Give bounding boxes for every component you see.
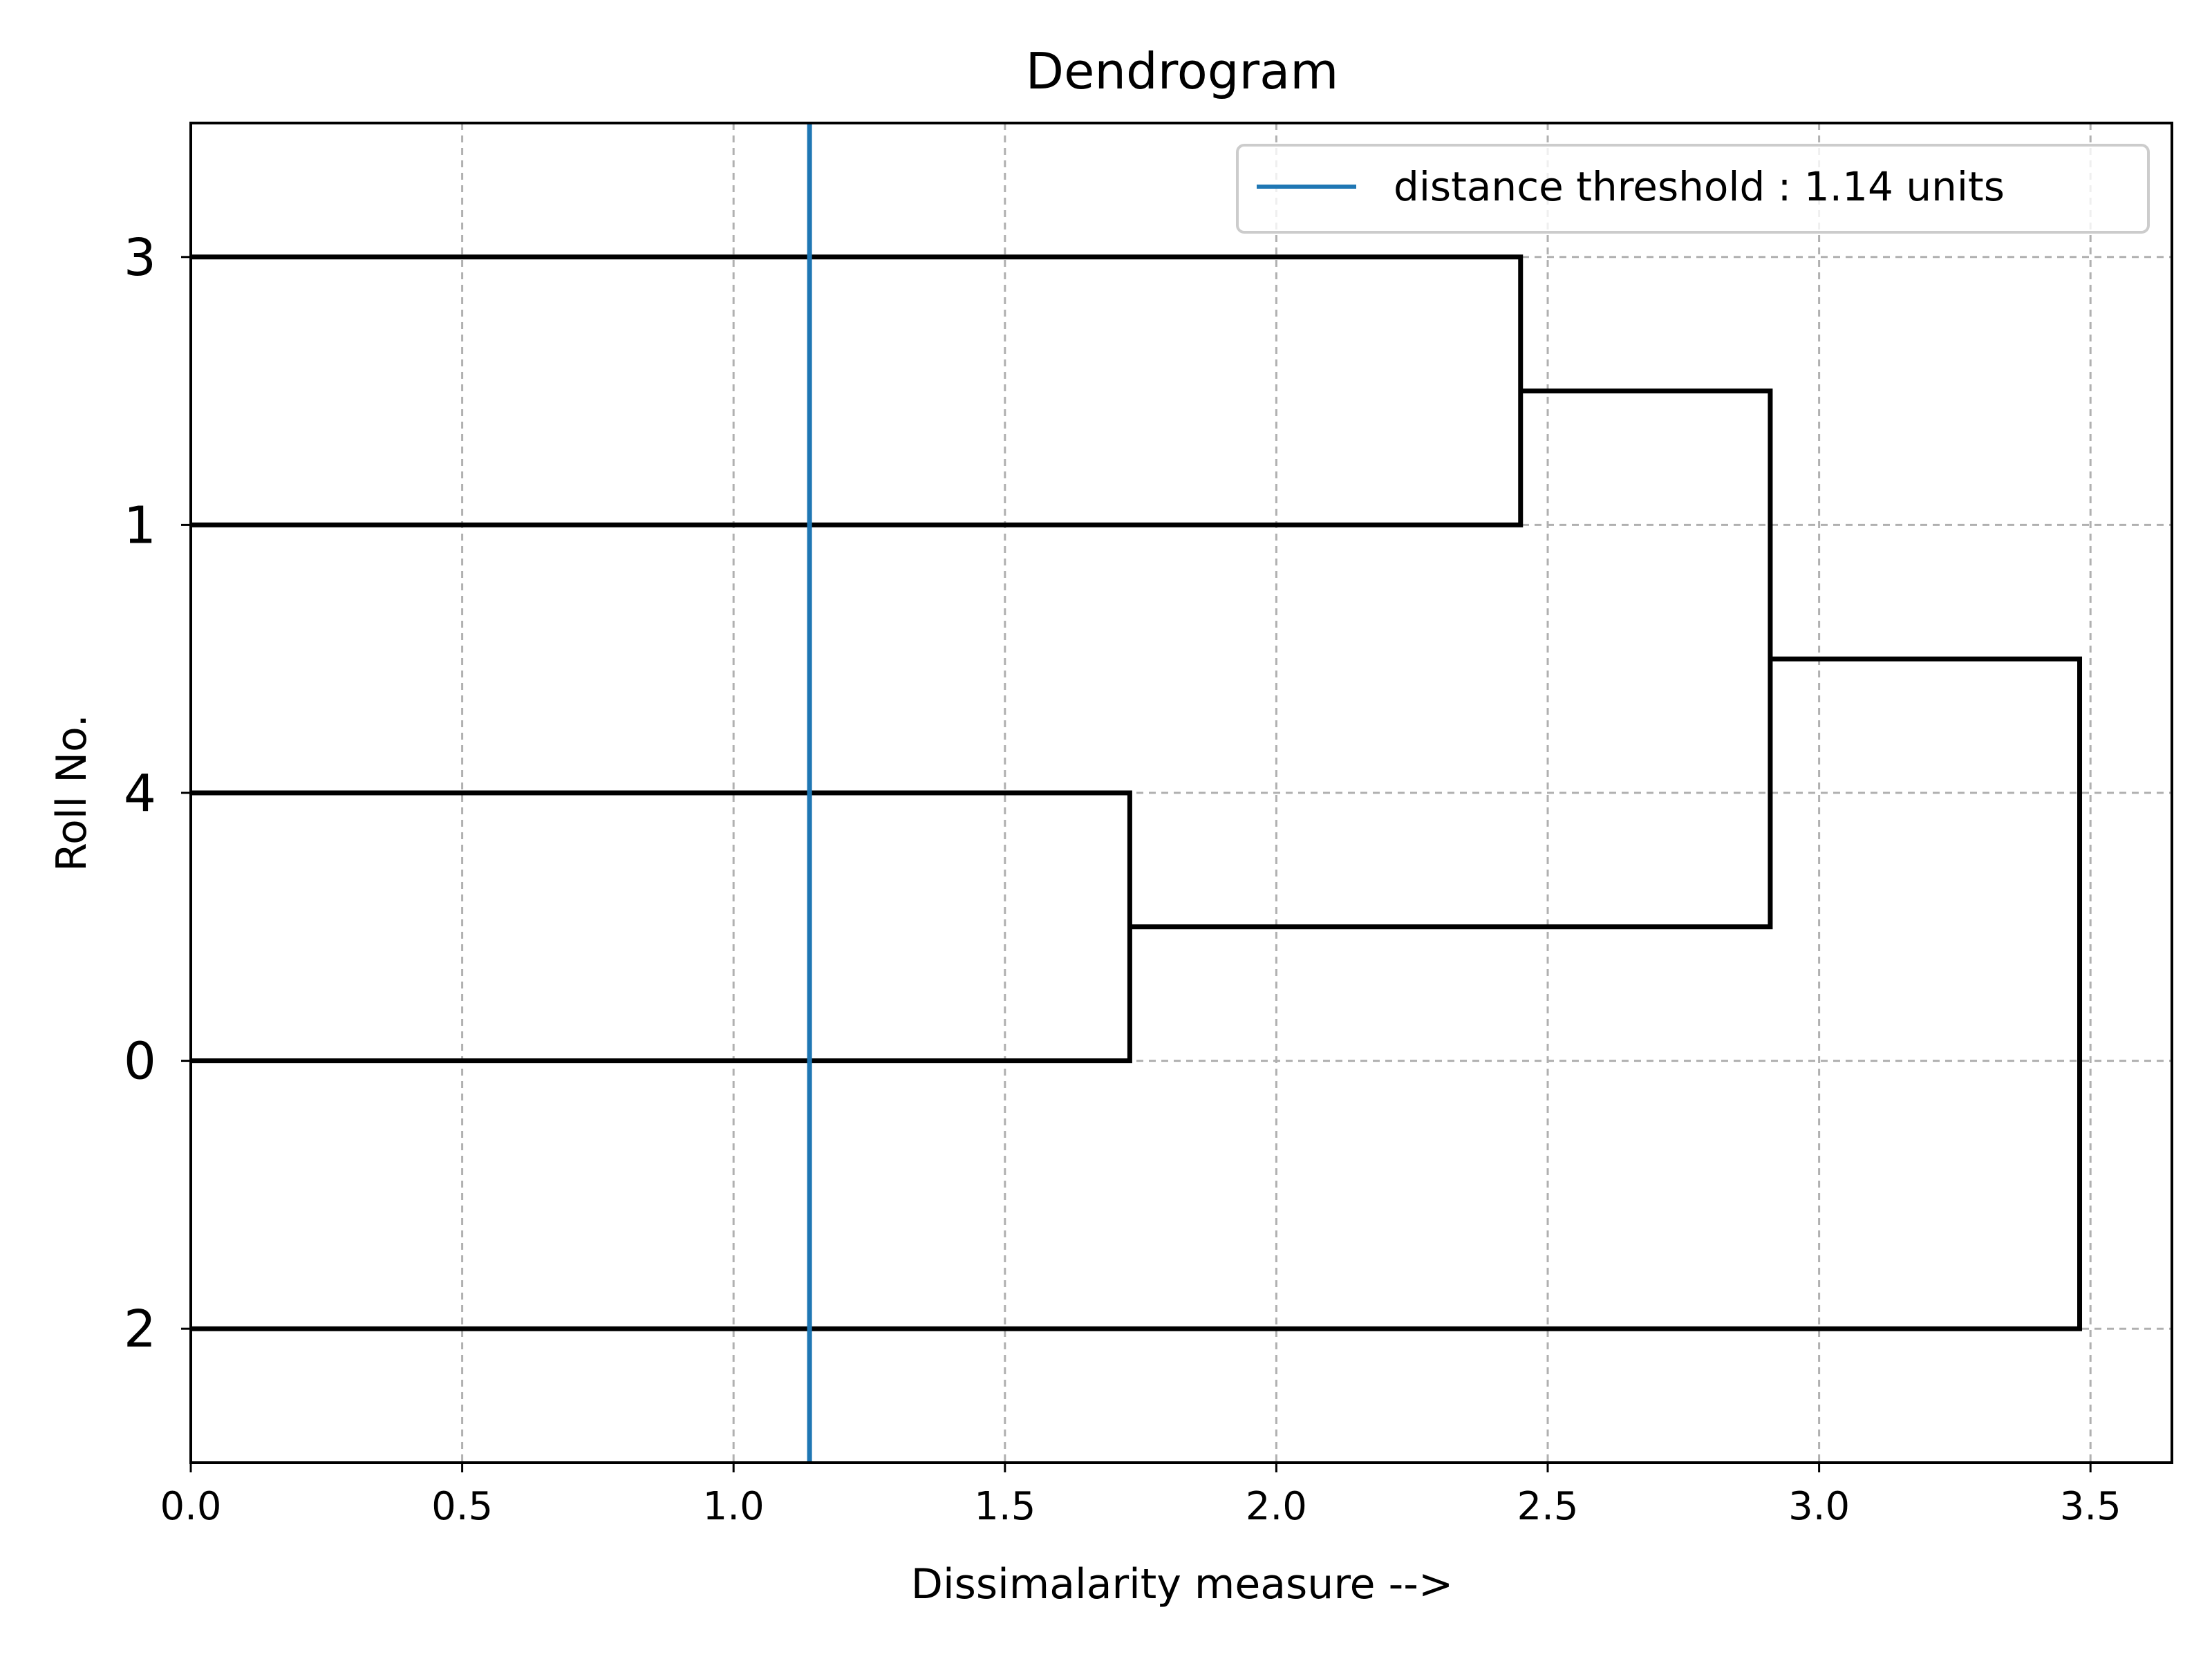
dendrogram-link <box>1130 388 1773 930</box>
x-tick-label: 1.0 <box>703 1484 765 1529</box>
dendrogram-link <box>191 790 1132 1064</box>
legend: distance threshold : 1.14 units <box>1236 144 2150 234</box>
chart-title: Dendrogram <box>1026 42 1339 100</box>
x-tick-label: 3.0 <box>1788 1484 1850 1529</box>
y-tick-label: 0 <box>124 1032 156 1091</box>
x-tick-label: 2.5 <box>1517 1484 1578 1529</box>
dendrogram-link <box>191 656 2083 1331</box>
x-tick-label: 1.5 <box>974 1484 1035 1529</box>
y-axis-ticks: 3 1 4 0 2 <box>124 228 191 1359</box>
dendrogram-link <box>191 254 1524 527</box>
y-tick-label: 2 <box>124 1300 156 1359</box>
legend-box <box>1236 144 2150 234</box>
y-axis-label: Roll No. <box>48 714 96 872</box>
y-tick-label: 1 <box>124 496 156 555</box>
x-tick-label: 0.0 <box>160 1484 221 1529</box>
x-tick-label: 3.5 <box>2060 1484 2121 1529</box>
x-axis-label: Dissimalarity measure --> <box>911 1560 1453 1609</box>
x-axis-ticks: 0.0 0.5 1.0 1.5 2.0 2.5 3.0 3.5 <box>160 1463 2121 1529</box>
legend-label: distance threshold : 1.14 units <box>1394 163 2005 210</box>
x-tick-label: 2.0 <box>1246 1484 1307 1529</box>
dendrogram-links <box>191 254 2083 1331</box>
y-tick-label: 3 <box>124 228 156 288</box>
x-tick-label: 0.5 <box>431 1484 493 1529</box>
y-tick-label: 4 <box>124 764 156 823</box>
